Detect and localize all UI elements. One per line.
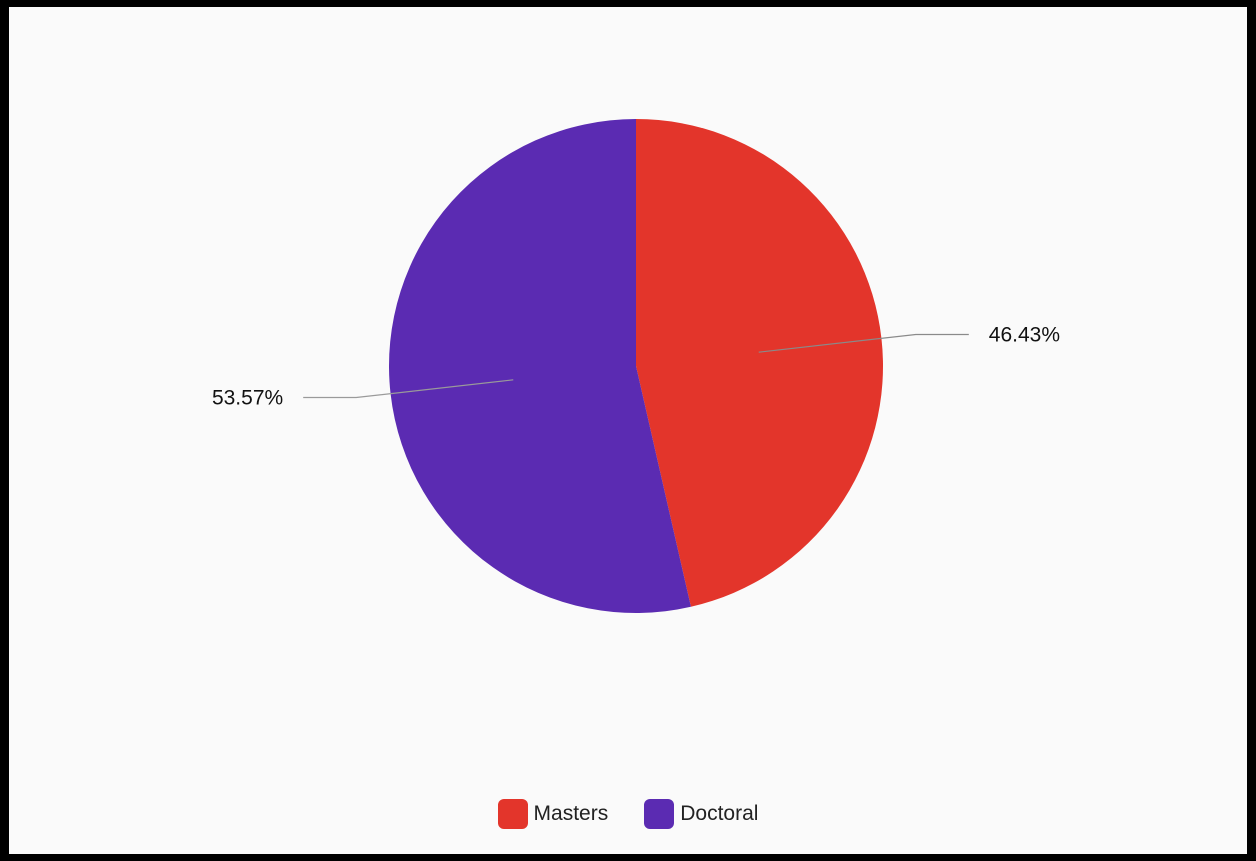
data-label-doctoral: 53.57% (212, 387, 283, 410)
slices-layer (388, 119, 883, 613)
legend-swatch-masters (497, 799, 528, 829)
data-label-masters: 46.43% (989, 323, 1060, 346)
legend: Masters Doctoral (9, 799, 1247, 829)
legend-item-masters[interactable]: Masters (497, 799, 609, 829)
pie-slice-doctoral[interactable] (388, 119, 691, 613)
legend-item-doctoral[interactable]: Doctoral (644, 799, 758, 829)
leader-line-doctoral (303, 379, 514, 399)
chart-frame: 46.43% 53.57% Masters Doctoral (9, 7, 1247, 854)
legend-label-doctoral: Doctoral (680, 802, 759, 825)
data-labels-layer: 46.43% 53.57% (212, 323, 1060, 409)
pie-chart: 46.43% 53.57% (212, 119, 1060, 613)
leader-line-masters (758, 333, 969, 353)
legend-swatch-doctoral (644, 799, 675, 829)
pie-slice-masters[interactable] (636, 119, 883, 607)
leader-lines-layer (303, 333, 969, 399)
legend-label-masters: Masters (533, 802, 609, 825)
